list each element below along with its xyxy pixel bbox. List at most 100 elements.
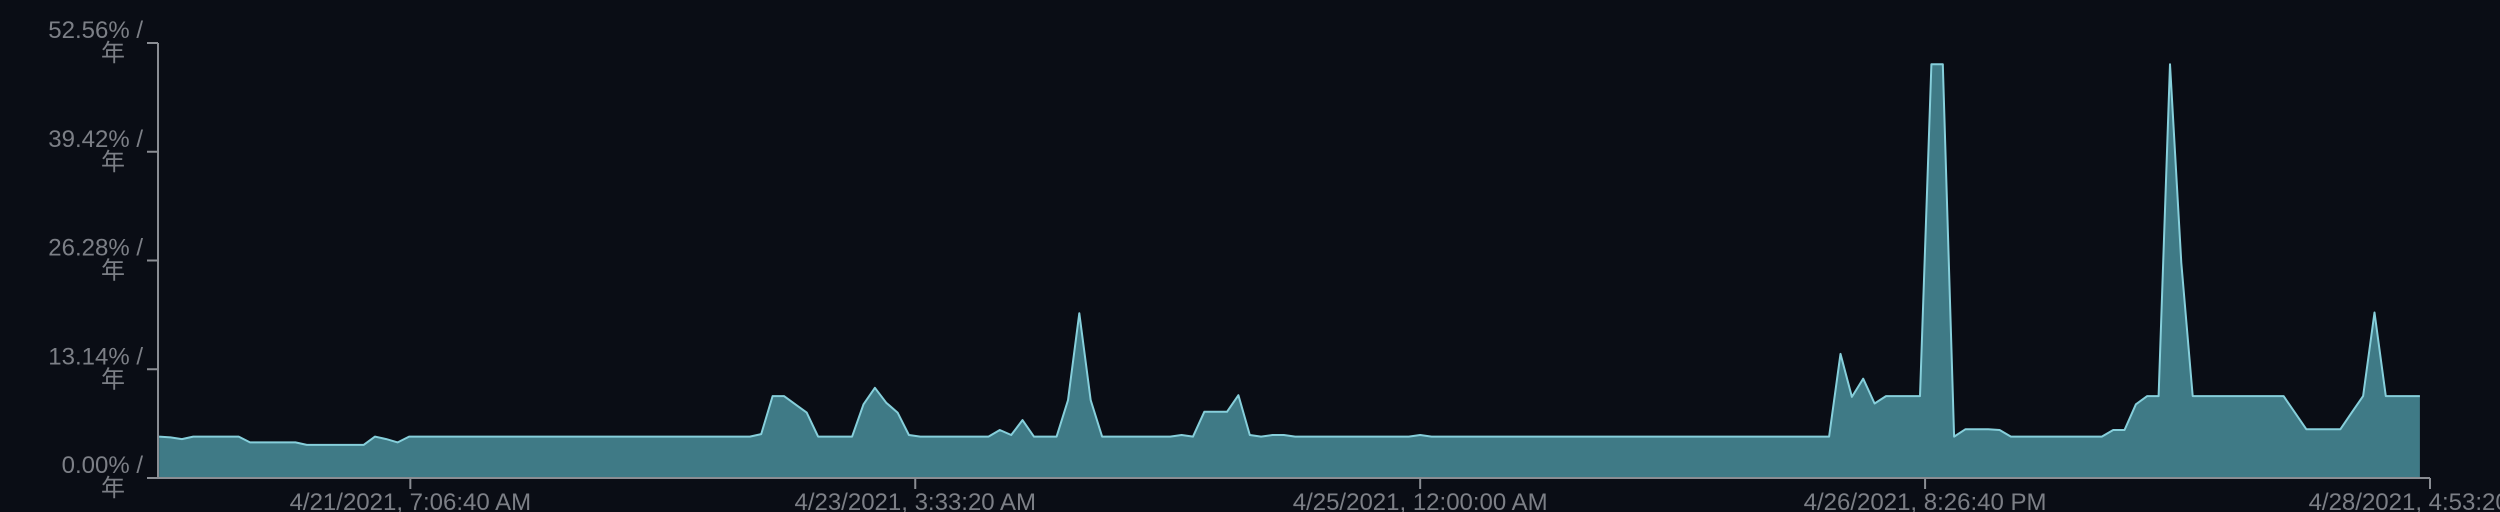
data-point	[2101, 436, 2103, 438]
data-point	[2317, 428, 2319, 430]
data-point	[1919, 395, 1921, 397]
data-point	[1317, 436, 1319, 438]
data-point	[1147, 436, 1149, 438]
data-point	[1340, 436, 1342, 438]
data-point	[363, 444, 365, 446]
data-point	[2214, 395, 2216, 397]
data-point	[1999, 429, 2001, 431]
data-point	[1442, 436, 1444, 438]
data-point	[260, 441, 262, 443]
data-point	[2169, 63, 2171, 65]
data-point	[1953, 436, 1955, 438]
data-point	[1817, 436, 1819, 438]
data-point	[851, 436, 853, 438]
data-point	[1760, 436, 1762, 438]
data-point	[1828, 436, 1830, 438]
data-point	[1885, 395, 1887, 397]
data-point	[669, 436, 671, 438]
x-tick-label: 4/25/2021, 12:00:00 AM	[1293, 489, 1548, 512]
data-point	[2078, 436, 2080, 438]
data-point	[340, 444, 342, 446]
data-point	[783, 395, 785, 397]
data-point	[772, 395, 774, 397]
data-point	[2146, 395, 2148, 397]
data-point	[1635, 436, 1637, 438]
data-point	[578, 436, 580, 438]
data-point	[1453, 436, 1455, 438]
data-point	[1862, 378, 1864, 380]
data-point	[1419, 434, 1421, 436]
data-point	[2033, 436, 2035, 438]
data-point	[1260, 436, 1262, 438]
data-point	[2124, 429, 2126, 431]
data-point	[862, 403, 864, 405]
data-point	[794, 403, 796, 405]
data-point	[2385, 395, 2387, 397]
data-point	[556, 436, 558, 438]
data-point	[2339, 428, 2341, 430]
data-point	[999, 429, 1001, 431]
data-point	[1112, 436, 1114, 438]
data-point	[1840, 353, 1842, 355]
data-point	[908, 434, 910, 436]
data-point	[1533, 436, 1535, 438]
data-point	[272, 441, 274, 443]
data-point	[1135, 436, 1137, 438]
data-point	[465, 436, 467, 438]
data-point	[1010, 434, 1012, 436]
data-point	[658, 436, 660, 438]
data-point	[1908, 395, 1910, 397]
y-tick-label: 0.00% /	[62, 452, 144, 479]
data-point	[1283, 434, 1285, 436]
y-axis: 0.00% /年13.14% /年26.28% /年39.42% /年52.56…	[48, 17, 159, 502]
data-point	[897, 412, 899, 414]
data-point	[2226, 395, 2228, 397]
data-point	[942, 436, 944, 438]
data-point	[1396, 436, 1398, 438]
data-point	[192, 436, 194, 438]
data-point	[476, 436, 478, 438]
data-point	[2283, 395, 2285, 397]
data-point	[1624, 436, 1626, 438]
data-point	[1976, 428, 1978, 430]
data-point	[2294, 412, 2296, 414]
x-tick-label: 4/23/2021, 3:33:20 AM	[794, 489, 1036, 512]
data-point	[1601, 436, 1603, 438]
data-point	[1306, 436, 1308, 438]
data-point	[1703, 436, 1705, 438]
data-point	[1056, 436, 1058, 438]
data-point	[1169, 436, 1171, 438]
data-point	[283, 441, 285, 443]
data-point	[1124, 436, 1126, 438]
data-point	[953, 436, 955, 438]
series-area	[159, 64, 2420, 478]
data-point	[306, 444, 308, 446]
data-point	[2237, 395, 2239, 397]
data-point	[2180, 262, 2182, 264]
data-point	[544, 436, 546, 438]
y-tick-label: 52.56% /	[48, 17, 143, 44]
data-point	[1851, 396, 1853, 398]
data-point	[2408, 395, 2410, 397]
data-point	[2021, 436, 2023, 438]
data-point	[1578, 436, 1580, 438]
data-point	[238, 436, 240, 438]
data-point	[1181, 434, 1183, 436]
data-point	[1271, 434, 1273, 436]
data-point	[181, 438, 183, 440]
data-point	[2135, 403, 2137, 405]
data-point	[2044, 436, 2046, 438]
data-point	[1510, 436, 1512, 438]
data-point	[1499, 436, 1501, 438]
y-tick-label: 39.42% /	[48, 126, 143, 153]
data-point	[965, 436, 967, 438]
data-point	[1226, 411, 1228, 413]
data-point	[215, 436, 217, 438]
data-point	[488, 436, 490, 438]
data-point	[1737, 436, 1739, 438]
x-axis: 4/21/2021, 7:06:40 AM 4/23/2021, 3:33:20 …	[158, 477, 2500, 512]
data-point	[249, 441, 251, 443]
data-point	[726, 436, 728, 438]
data-point	[1215, 411, 1217, 413]
